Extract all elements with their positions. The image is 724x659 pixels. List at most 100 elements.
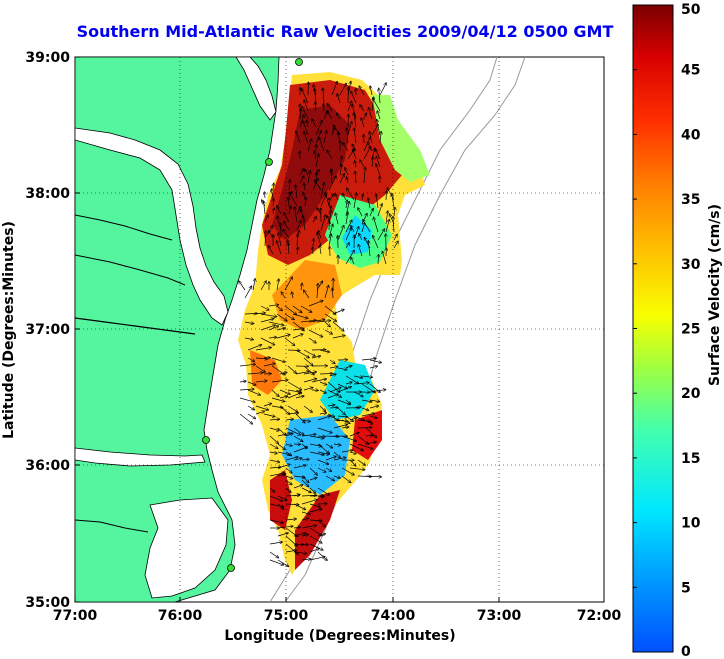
velocity-arrow — [335, 194, 339, 201]
velocity-arrow — [268, 246, 274, 255]
velocity-arrow — [345, 375, 359, 384]
velocity-arrow — [285, 479, 292, 485]
x-tick-label: 73:00 — [477, 608, 522, 624]
velocity-arrow — [247, 381, 256, 385]
velocity-arrow — [328, 234, 331, 247]
velocity-arrow — [308, 301, 323, 307]
velocity-arrow — [309, 451, 324, 455]
chesapeake-bay — [75, 127, 229, 326]
velocity-arrow — [361, 413, 374, 417]
velocity-arrow — [335, 213, 339, 225]
velocity-arrow — [320, 246, 321, 255]
velocity-arrow — [341, 450, 353, 452]
velocity-arrow — [324, 329, 332, 334]
colorbar-tick-label: 0 — [681, 644, 691, 659]
velocity-arrow — [269, 473, 284, 477]
velocity-arrow — [368, 241, 370, 257]
velocity-arrow — [342, 194, 347, 201]
velocity-arrow — [369, 406, 379, 409]
velocity-arrow — [309, 543, 323, 550]
velocity-arrow — [393, 234, 397, 241]
velocity-arrow — [285, 419, 293, 420]
velocity-arrow — [319, 381, 327, 385]
velocity-arrow — [309, 520, 322, 521]
radar-stations — [202, 58, 303, 572]
velocity-arrow — [365, 476, 381, 477]
velocity-arrow — [260, 305, 269, 310]
velocity-arrow — [315, 154, 319, 168]
colorbar-tick-label: 5 — [681, 580, 691, 596]
velocity-arrow — [365, 435, 373, 436]
velocity-arrow — [303, 379, 317, 383]
velocity-arrow — [337, 387, 351, 393]
velocity-arrow — [319, 349, 329, 352]
velocity-arrow — [285, 504, 299, 505]
velocity-arrow — [284, 213, 290, 223]
velocity-arrow — [309, 503, 320, 507]
velocity-arrow — [327, 111, 333, 120]
velocity-arrow — [317, 459, 329, 464]
velocity-arrow — [329, 198, 330, 209]
velocity-arrow — [276, 305, 282, 311]
velocity-arrow — [277, 526, 293, 529]
velocity-arrow — [329, 387, 341, 393]
velocity-arrow — [301, 487, 311, 493]
velocity-arrow — [360, 105, 365, 112]
velocity-arrow — [260, 337, 275, 345]
velocity-arrow — [372, 157, 373, 168]
velocity-arrow — [293, 435, 303, 441]
velocity-arrow — [255, 348, 271, 351]
velocity-arrow — [244, 338, 253, 340]
velocity-arrow — [277, 495, 287, 500]
velocity-arrow — [320, 215, 326, 231]
velocity-arrow — [347, 122, 352, 136]
velocity-arrow — [269, 459, 280, 462]
velocity-arrow — [315, 102, 316, 112]
velocity-arrow — [345, 212, 348, 225]
velocity-arrow — [375, 149, 381, 160]
velocity-arrow — [299, 169, 304, 176]
velocity-arrow — [284, 313, 294, 320]
velocity-arrow — [369, 390, 386, 393]
velocity-arrow — [269, 495, 283, 501]
velocity-arrow — [394, 208, 395, 217]
colorbar-tick-label: 15 — [681, 451, 700, 467]
velocity-arrow — [285, 427, 300, 435]
velocity-arrow — [327, 381, 340, 392]
y-tick-label: 38:00 — [25, 186, 70, 202]
velocity-arrow — [314, 151, 316, 160]
velocity-arrow — [376, 164, 381, 176]
velocity-arrow — [279, 389, 290, 394]
velocity-arrow — [331, 170, 332, 184]
velocity-arrow — [301, 544, 308, 545]
velocity-arrow — [303, 349, 315, 356]
velocity-arrow — [365, 427, 377, 437]
velocity-arrow — [293, 495, 300, 497]
velocity-arrow — [327, 394, 338, 399]
velocity-arrow — [277, 279, 279, 291]
velocity-arrow — [312, 119, 317, 128]
velocity-arrow — [301, 495, 316, 496]
velocity-arrow — [285, 444, 292, 446]
radar-station — [227, 564, 235, 572]
velocity-arrow — [353, 376, 362, 378]
velocity-arrow — [288, 243, 289, 255]
velocity-arrow — [385, 220, 389, 233]
velocity-arrow — [255, 381, 267, 382]
velocity-arrow — [363, 220, 371, 233]
velocity-arrow — [296, 185, 298, 199]
velocity-arrow — [328, 211, 332, 223]
velocity-arrow — [325, 467, 332, 471]
velocity-arrow — [304, 100, 309, 112]
colorbar-tick-label: 25 — [681, 322, 700, 338]
velocity-arrow — [301, 283, 302, 291]
velocity-arrow — [296, 131, 301, 144]
velocity-arrow — [271, 189, 273, 199]
velocity-arrow — [329, 407, 338, 408]
velocity-arrow — [289, 206, 291, 215]
velocity-arrow — [295, 207, 298, 223]
velocity-arrow — [295, 413, 305, 423]
velocity-arrow — [364, 167, 365, 184]
velocity-arrow — [337, 94, 341, 104]
